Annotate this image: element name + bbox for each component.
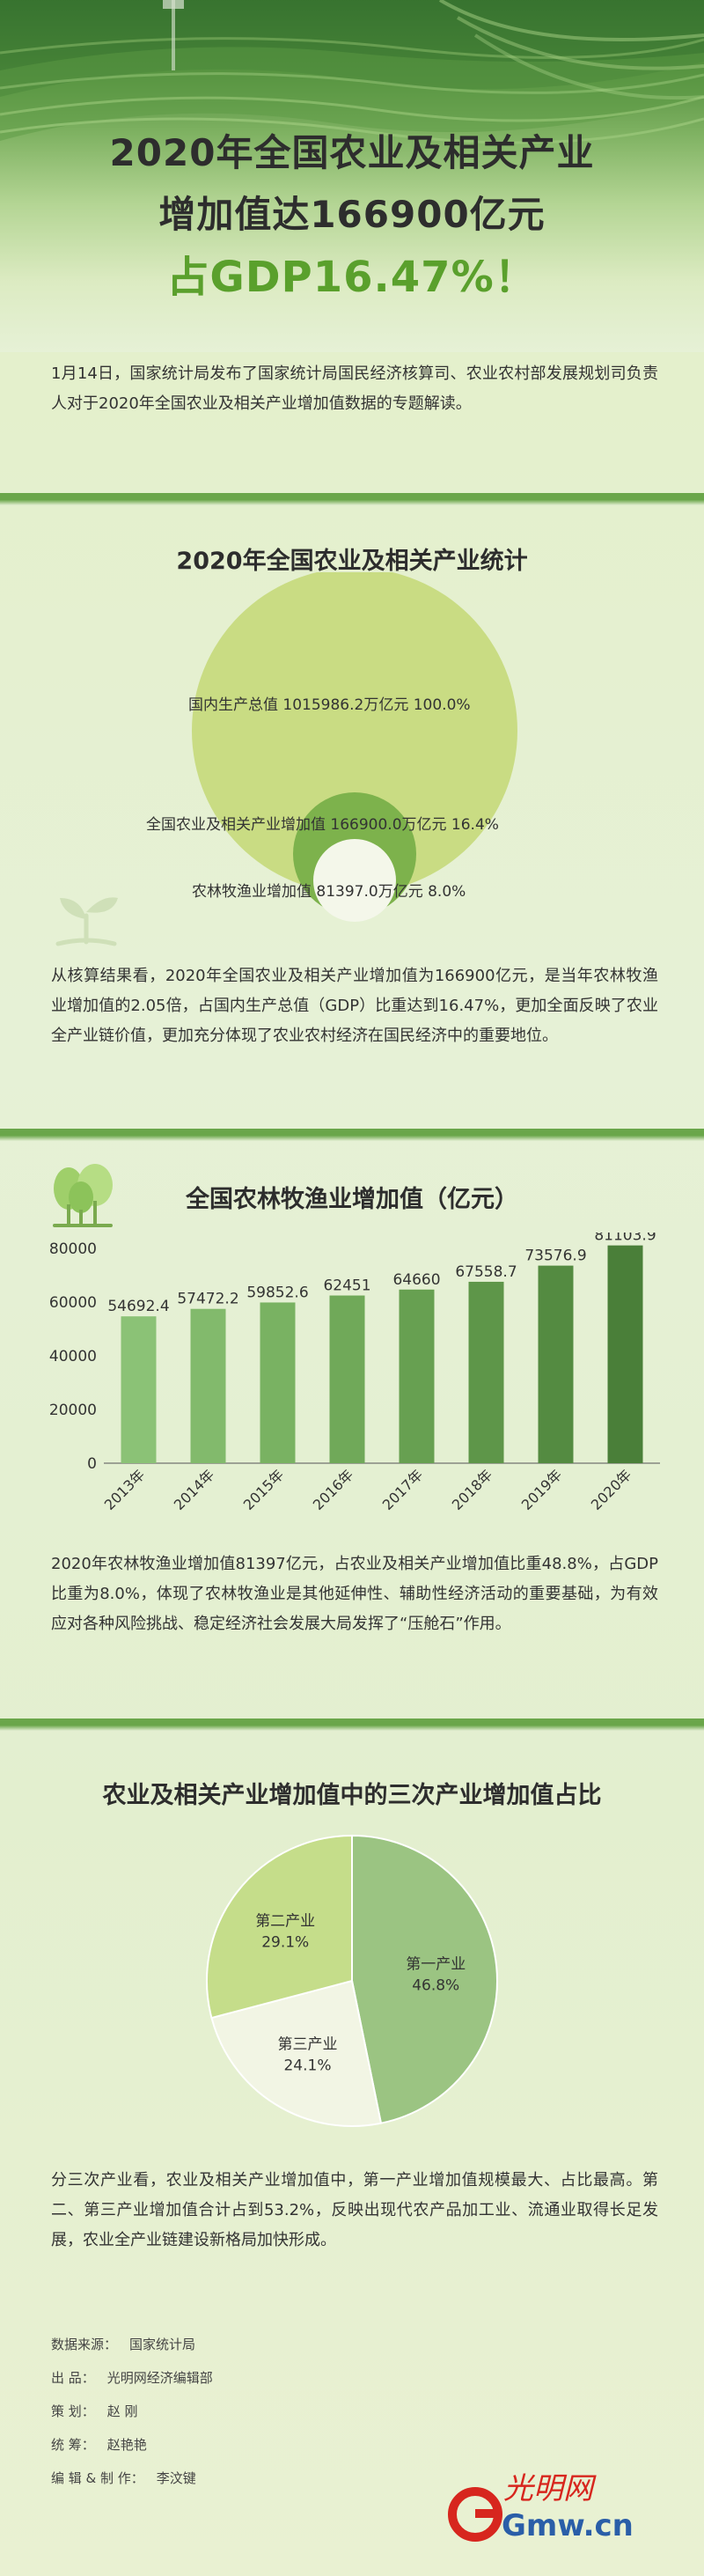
y-tick-label: 40000 [49,1348,97,1365]
pie-slice-name-label: 第二产业 [255,1913,315,1931]
bar-2017年 [399,1289,435,1463]
bar-value-label: 64660 [392,1271,440,1289]
bar-2019年 [538,1265,574,1463]
bar-value-label: 73576.9 [524,1248,586,1265]
footer-publisher-label: 出 品： [51,2370,95,2386]
sprout-icon [55,897,118,946]
x-tick-label: 2019年 [518,1466,566,1513]
page-title-line-1: 2020年全国农业及相关产业 [109,131,595,174]
bar-2018年 [468,1281,504,1463]
nested-circle-chart [192,572,517,922]
pie-chart: 第一产业 46.8% 第三产业 24.1% 第二产业 29.1% [206,1834,498,2127]
section3-title: 农业及相关产业增加值中的三次产业增加值占比 [102,1782,602,1809]
trees-icon [53,1164,113,1227]
pie-slice-第三产业 [210,1979,383,2127]
bar-chart: 0 20000 40000 60000 80000 54692.4 2013年 57472.2… [49,1233,660,1513]
y-tick-label: 0 [87,1455,97,1473]
x-tick-label: 2020年 [588,1466,635,1513]
section2-title: 全国农林牧渔业增加值（亿元） [186,1186,518,1213]
pie-slice-percent-label: 24.1% [283,2057,331,2074]
logo-text-cn: 光明网 [503,2471,597,2506]
footer-planner: 策 划： 赵 刚 [51,2402,138,2420]
x-tick-label: 2014年 [171,1466,218,1513]
footer-coordinator: 统 筹： 赵艳艳 [51,2435,147,2454]
bar-value-label: 67558.7 [455,1263,517,1281]
section-divider-2 [0,1129,704,1141]
pie-slice-name-label: 第三产业 [277,2035,337,2053]
footer-editor: 编 辑 & 制 作： 李汶键 [51,2469,196,2487]
footer-publisher: 出 品： 光明网经济编辑部 [51,2368,213,2387]
bar-2013年 [121,1316,157,1463]
section2-paragraph: 2020年农林牧渔业增加值81397亿元，占农业及相关产业增加值比重48.8%，… [51,1555,658,1633]
page-title-line-2: 增加值达166900亿元 [158,193,546,236]
footer-coordinator-label: 统 筹： [51,2437,95,2453]
logo-text-en: Gmw.cn [502,2508,634,2543]
section-divider-1 [0,493,704,505]
footer-coordinator-value: 赵艳艳 [106,2437,147,2453]
x-tick-label: 2016年 [310,1466,357,1513]
footer-planner-label: 策 划： [51,2403,95,2419]
farming-label: 农林牧渔业增加值 81397.0万亿元 8.0% [192,883,466,901]
footer-editor-value: 李汶键 [156,2470,196,2486]
footer-editor-label: 编 辑 & 制 作： [51,2470,144,2486]
bar-value-label: 57472.2 [177,1291,238,1308]
pie-slice-name-label: 第一产业 [406,1955,466,1973]
bar-value-label: 62451 [323,1277,370,1295]
bar-value-label: 59852.6 [246,1284,308,1301]
gdp-label: 国内生产总值 1015986.2万亿元 100.0% [188,696,471,714]
bar-2014年 [190,1308,226,1463]
farming-circle [313,839,396,922]
bar-2020年 [607,1245,643,1463]
y-tick-label: 60000 [49,1294,97,1312]
section1-paragraph: 从核算结果看，2020年全国农业及相关产业增加值为166900亿元，是当年农林牧… [51,967,658,1045]
page-subtitle: 占GDP16.47%！ [166,253,538,302]
gmw-logo: 光明网 Gmw.cn [448,2471,634,2543]
x-tick-label: 2013年 [101,1466,149,1513]
y-tick-label: 80000 [49,1240,97,1258]
footer-source-value: 国家统计局 [129,2337,196,2352]
agri-related-label: 全国农业及相关产业增加值 166900.0万亿元 16.4% [146,816,499,834]
bar-value-label: 54692.4 [107,1298,169,1315]
pie-slice-percent-label: 29.1% [261,1934,309,1952]
x-tick-label: 2017年 [379,1466,427,1513]
pie-slice-第二产业 [206,1834,353,2020]
footer-planner-value: 赵 刚 [106,2403,138,2419]
footer-publisher-value: 光明网经济编辑部 [106,2370,213,2386]
section3-paragraph: 分三次产业看，农业及相关产业增加值中，第一产业增加值规模最大、占比最高。第二、第… [51,2171,658,2249]
section1-title: 2020年全国农业及相关产业统计 [176,548,528,575]
x-tick-label: 2015年 [240,1466,288,1513]
bar-2015年 [260,1302,296,1463]
bar-2016年 [329,1295,365,1463]
y-tick-label: 20000 [49,1402,97,1419]
pie-slice-percent-label: 46.8% [412,1976,459,1994]
hero-banner [0,0,704,352]
gdp-circle [192,572,517,894]
pie-slice-第一产业 [351,1834,498,2124]
terrace-landscape [0,0,704,144]
bar-value-label: 81103.9 [594,1233,656,1245]
intro-paragraph: 1月14日，国家统计局发布了国家统计局国民经济核算司、农业农村部发展规划司负责人… [51,364,658,413]
footer-source-label: 数据来源： [51,2337,118,2352]
x-tick-label: 2018年 [449,1466,496,1513]
section-divider-3 [0,1719,704,1731]
footer-source: 数据来源： 国家统计局 [51,2335,195,2353]
